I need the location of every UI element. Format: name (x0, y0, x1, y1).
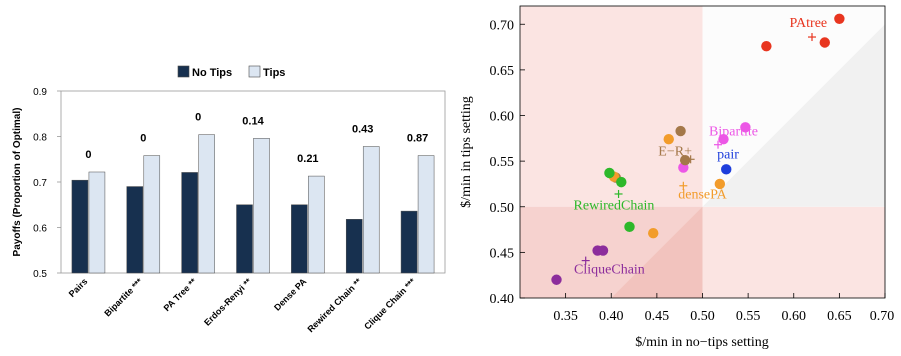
series-label-er: E−R+ (658, 145, 692, 160)
bar-no-tips (291, 204, 308, 274)
scatter-point (819, 37, 830, 48)
scatter-point (714, 178, 726, 190)
series-label-patree: PAtree (790, 16, 828, 31)
series-label-densepa: densePA (678, 188, 727, 203)
bar-category-label: Erdos-Renyi ** (202, 276, 254, 328)
bar-annotation: 0.43 (352, 124, 373, 136)
scatter-point (624, 221, 635, 233)
legend-swatch-no-tips (177, 65, 190, 78)
bar-y-tick-label: 0.9 (33, 87, 47, 98)
scatter-point (648, 228, 659, 239)
scatter-point (679, 155, 691, 166)
bar-chart: No Tips Tips Payoffs (Proportion of Opti… (12, 65, 446, 334)
scatter-point (663, 134, 674, 145)
scatter-ticks (520, 23, 886, 299)
series-label-bipartite: Bipartite (709, 125, 758, 140)
scatter-point (551, 274, 562, 285)
bar-annotation: 0.14 (242, 115, 264, 127)
diagonal-triangle-lower (611, 206, 703, 298)
scatter-chart: 0.35 0.40 0.45 0.50 0.55 0.60 0.65 0.70 … (459, 5, 895, 350)
bar-category-label: Bipartite *** (102, 276, 144, 318)
scatter-x-tick-label: 0.60 (782, 309, 807, 324)
quad-bottom-right-region (702, 206, 885, 298)
legend-label-no-tips: No Tips (192, 67, 232, 79)
series-label-cliquechain: CliqueChain (574, 262, 645, 277)
bar-category-label: PA Tree ** (162, 276, 199, 313)
bar-y-tick-label: 0.8 (33, 133, 47, 144)
scatter-y-tick-label: 0.55 (490, 155, 515, 170)
bar-tips (198, 134, 215, 274)
legend-swatch-tips (248, 65, 261, 78)
bar-category-label: Rewired Chain ** (305, 276, 363, 334)
bar-no-tips (71, 179, 89, 274)
scatter-point (675, 125, 686, 137)
bar-no-tips (126, 186, 144, 274)
scatter-marks (551, 13, 845, 285)
diagonal-triangle-upper (702, 24, 885, 207)
bar-tips (143, 155, 161, 274)
scatter-point (761, 40, 772, 52)
bar-tips (253, 138, 270, 274)
bar-y-tick-label: 0.7 (33, 178, 47, 189)
scatter-x-tick-label: 0.40 (599, 309, 624, 324)
bar-marks: 0 0 0 0.14 0.21 0.43 0.87 (57, 90, 435, 274)
scatter-point (834, 13, 845, 24)
bar-no-tips (345, 219, 363, 274)
bar-no-tips (400, 210, 418, 274)
bar-y-tick-label: 0.5 (33, 269, 47, 280)
bar-no-tips (181, 172, 198, 274)
scatter-x-tick-label: 0.55 (736, 309, 761, 324)
series-label-rewiredchain: RewiredChain (574, 198, 655, 213)
scatter-y-tick-label: 0.65 (490, 64, 515, 79)
scatter-point (740, 122, 751, 133)
scatter-x-tick-label: 0.50 (690, 309, 715, 324)
bar-category-label: Dense PA (272, 276, 309, 313)
scatter-y-tick-label: 0.40 (490, 292, 515, 307)
bar-no-tips (236, 204, 253, 274)
bar-y-axis-title: Payoffs (Proportion of Optimal) (12, 108, 23, 257)
scatter-x-tick-label: 0.65 (827, 309, 852, 324)
scatter-x-tick-label: 0.35 (553, 309, 578, 324)
bar-annotation: 0.21 (297, 153, 318, 165)
bar-annotation: 0 (140, 133, 146, 145)
bar-annotation: 0.87 (407, 133, 428, 145)
bar-annotation: 0 (85, 149, 91, 161)
scatter-y-tick-label: 0.45 (490, 246, 515, 261)
scatter-point (718, 134, 729, 145)
bar-tips (308, 175, 325, 274)
bar-tips (88, 171, 106, 274)
bar-category-label: Pairs (67, 276, 90, 299)
scatter-y-axis-title: $/min in tips setting (459, 96, 474, 208)
scatter-y-tick-label: 0.50 (490, 201, 515, 216)
legend-label-tips: Tips (263, 67, 285, 79)
scatter-y-tick-label: 0.60 (490, 110, 515, 125)
scatter-x-axis-title: $/min in no−tips setting (635, 335, 769, 350)
scatter-x-tick-label: 0.45 (645, 309, 670, 324)
bar-tips (417, 155, 435, 274)
bar-category-label: Clique Chain *** (362, 276, 418, 332)
scatter-x-tick-label: 0.70 (870, 309, 895, 324)
scatter-y-tick-label: 0.70 (490, 18, 515, 33)
scatter-point (597, 245, 609, 256)
bar-legend: No Tips Tips (177, 65, 285, 79)
series-label-pair: pair (717, 147, 739, 162)
bar-y-tick-label: 0.6 (33, 224, 47, 235)
scatter-regions (520, 6, 885, 298)
bar-tips (362, 146, 380, 274)
bar-annotation: 0 (195, 112, 201, 124)
scatter-point (616, 176, 627, 188)
scatter-point (604, 167, 615, 179)
